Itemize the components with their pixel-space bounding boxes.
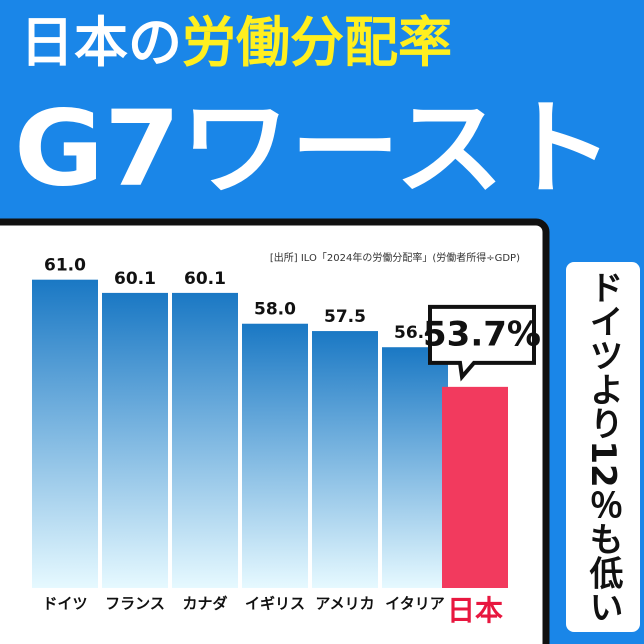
- subtitle: G7ワースト: [14, 87, 614, 209]
- value-label: 61.0: [44, 256, 86, 276]
- x-tick-label: イタリア: [385, 595, 444, 613]
- bar: [442, 386, 508, 588]
- bar: [242, 323, 308, 588]
- title-highlight: 労働分配率: [182, 11, 452, 74]
- title: 日本の労働分配率: [20, 11, 452, 74]
- x-tick-label: フランス: [105, 595, 165, 613]
- value-label: 58.0: [254, 300, 296, 320]
- bar: [32, 279, 98, 588]
- x-tick-label: 日本: [447, 594, 503, 627]
- title-part: 日本の: [20, 11, 182, 74]
- bar: [312, 331, 378, 588]
- x-tick-label: ドイツ: [42, 595, 87, 613]
- value-label: 53.7%: [423, 314, 541, 354]
- x-tick-label: イギリス: [245, 595, 305, 613]
- callout-bubble: [428, 304, 536, 382]
- bar: [172, 292, 238, 588]
- source-note: [出所] ILO「2024年の労働分配率」(労働者所得÷GDP): [270, 251, 520, 264]
- value-label: 60.1: [184, 269, 226, 289]
- value-label: 57.5: [324, 307, 366, 327]
- x-tick-label: カナダ: [182, 595, 227, 613]
- x-tick-label: アメリカ: [315, 595, 374, 613]
- bar: [102, 292, 168, 588]
- callout-box: [566, 262, 640, 632]
- bar: [382, 347, 448, 588]
- value-label: 60.1: [114, 269, 156, 289]
- callout: ドイツより12％も低い: [583, 270, 623, 623]
- value-label: 56.4: [394, 323, 436, 343]
